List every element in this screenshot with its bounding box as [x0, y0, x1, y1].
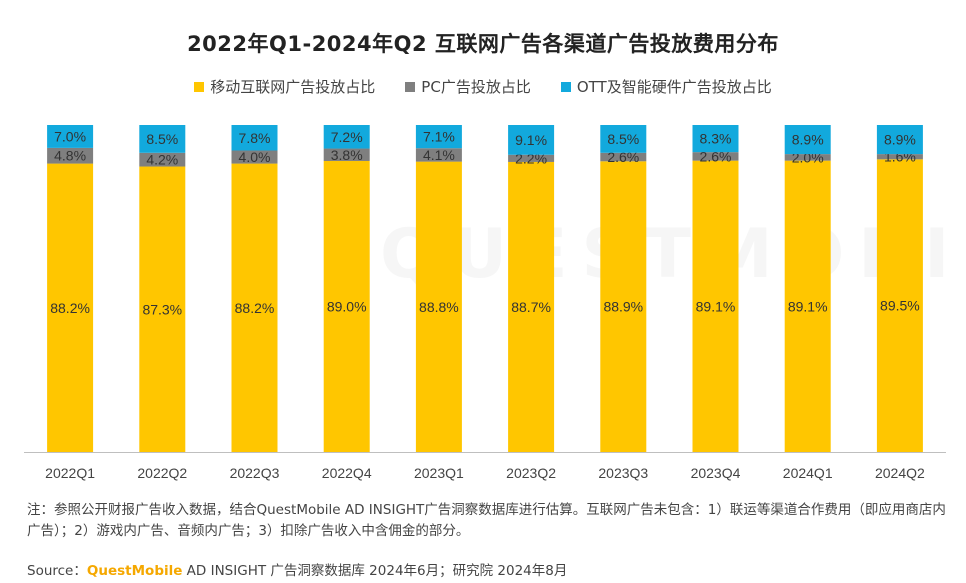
- bar-mobile-2022Q1: [47, 163, 94, 452]
- bar-pc-2023Q2: [508, 154, 555, 162]
- data-label-ott-2022Q4: 7.2%: [331, 129, 363, 145]
- x-tick-label-2023Q1: 2023Q1: [414, 465, 464, 481]
- bar-mobile-2022Q2: [139, 166, 186, 453]
- bar-pc-2022Q4: [323, 148, 370, 161]
- data-label-mobile-2024Q2: 89.5%: [880, 298, 920, 314]
- x-tick-label-2023Q4: 2023Q4: [691, 465, 741, 481]
- data-label-pc-2023Q4: 2.6%: [700, 148, 732, 164]
- bar-mobile-2023Q4: [692, 160, 739, 452]
- data-label-pc-2023Q1: 4.1%: [423, 147, 455, 163]
- data-label-ott-2024Q2: 8.9%: [884, 132, 916, 148]
- bar-mobile-2024Q2: [876, 159, 923, 452]
- x-tick-label-2022Q3: 2022Q3: [230, 465, 280, 481]
- bar-pc-2022Q1: [47, 147, 94, 164]
- data-label-mobile-2022Q1: 88.2%: [50, 300, 90, 316]
- data-label-pc-2022Q2: 4.2%: [146, 152, 178, 168]
- data-label-mobile-2022Q3: 88.2%: [235, 300, 275, 316]
- bar-mobile-2023Q3: [600, 161, 647, 452]
- bar-pc-2024Q1: [784, 154, 831, 161]
- data-label-ott-2022Q1: 7.0%: [54, 128, 86, 144]
- bar-ott-2022Q2: [139, 125, 186, 153]
- bar-ott-2023Q3: [600, 125, 647, 153]
- legend-item-mobile: 移动互联网广告投放占比: [194, 76, 375, 97]
- source-line: Source：QuestMobile AD INSIGHT 广告洞察数据库 20…: [27, 559, 567, 579]
- data-label-ott-2024Q1: 8.9%: [792, 132, 824, 148]
- data-label-ott-2022Q2: 8.5%: [146, 131, 178, 147]
- x-tick-label-2024Q2: 2024Q2: [875, 465, 925, 481]
- data-label-ott-2023Q1: 7.1%: [423, 129, 455, 145]
- bar-mobile-2024Q1: [784, 160, 831, 452]
- legend-swatch-ott: [560, 81, 571, 92]
- legend-label-mobile: 移动互联网广告投放占比: [210, 78, 376, 96]
- bar-pc-2022Q2: [139, 152, 186, 167]
- legend-item-ott: OTT及智能硬件广告投放占比: [560, 76, 772, 97]
- source-text: AD INSIGHT 广告洞察数据库 2024年6月；研究院 2024年8月: [182, 563, 568, 579]
- source-brand: QuestMobile: [86, 563, 183, 579]
- bar-mobile-2022Q3: [231, 163, 278, 452]
- bar-mobile-2023Q1: [415, 161, 462, 452]
- data-label-ott-2023Q4: 8.3%: [700, 131, 732, 147]
- x-tick-label-2022Q1: 2022Q1: [45, 465, 95, 481]
- bar-pc-2023Q3: [600, 152, 647, 162]
- data-label-ott-2023Q2: 9.1%: [515, 132, 547, 148]
- data-label-mobile-2023Q4: 89.1%: [696, 298, 736, 314]
- legend-label-pc: PC广告投放占比: [421, 78, 531, 96]
- bar-pc-2023Q4: [692, 152, 739, 161]
- x-tick-label-2023Q3: 2023Q3: [598, 465, 648, 481]
- bar-ott-2022Q1: [47, 125, 94, 148]
- footnote: 注：参照公开财报广告收入数据，结合QuestMobile AD INSIGHT广…: [27, 502, 946, 539]
- data-label-pc-2022Q3: 4.0%: [239, 149, 271, 165]
- chart-legend: 移动互联网广告投放占比 PC广告投放占比 OTT及智能硬件广告投放占比: [0, 76, 966, 97]
- legend-item-pc: PC广告投放占比: [405, 76, 531, 97]
- data-label-mobile-2022Q2: 87.3%: [142, 301, 182, 317]
- bar-ott-2022Q3: [231, 125, 278, 151]
- legend-label-ott: OTT及智能硬件广告投放占比: [576, 78, 772, 96]
- x-tick-label-2024Q1: 2024Q1: [783, 465, 833, 481]
- bar-ott-2024Q1: [784, 125, 831, 155]
- bar-ott-2023Q2: [508, 125, 555, 155]
- bar-ott-2023Q4: [692, 125, 739, 153]
- x-tick-label-2022Q2: 2022Q2: [137, 465, 187, 481]
- bar-pc-2023Q1: [415, 148, 462, 162]
- data-label-ott-2022Q3: 7.8%: [239, 130, 271, 146]
- data-label-mobile-2023Q2: 88.7%: [511, 299, 551, 315]
- x-tick-label-2022Q4: 2022Q4: [322, 465, 372, 481]
- bar-pc-2024Q2: [876, 154, 923, 160]
- data-label-mobile-2024Q1: 89.1%: [788, 298, 828, 314]
- legend-swatch-pc: [405, 81, 416, 92]
- bar-ott-2022Q4: [323, 125, 370, 149]
- chart-title: 2022年Q1-2024年Q2 互联网广告各渠道广告投放费用分布: [187, 32, 779, 56]
- data-label-mobile-2023Q1: 88.8%: [419, 299, 459, 315]
- data-label-mobile-2022Q4: 89.0%: [327, 298, 367, 314]
- source-prefix: Source：: [27, 563, 87, 579]
- bar-ott-2024Q2: [876, 125, 923, 155]
- x-tick-label-2023Q2: 2023Q2: [506, 465, 556, 481]
- bar-ott-2023Q1: [415, 125, 462, 149]
- stacked-bar-chart: 88.2% 4.8% 7.0% 2022Q1 87.3% 4.2% 8.5% 2022Q2 88…: [24, 125, 946, 481]
- data-label-mobile-2023Q3: 88.9%: [603, 299, 643, 315]
- data-label-pc-2023Q3: 2.6%: [607, 149, 639, 165]
- data-label-ott-2023Q3: 8.5%: [607, 131, 639, 147]
- data-label-pc-2022Q4: 3.8%: [331, 147, 363, 163]
- data-label-pc-2022Q1: 4.8%: [54, 148, 86, 164]
- bar-pc-2022Q3: [231, 150, 278, 164]
- bar-mobile-2022Q4: [323, 160, 370, 452]
- bar-mobile-2023Q2: [508, 161, 555, 453]
- legend-swatch-mobile: [194, 81, 205, 92]
